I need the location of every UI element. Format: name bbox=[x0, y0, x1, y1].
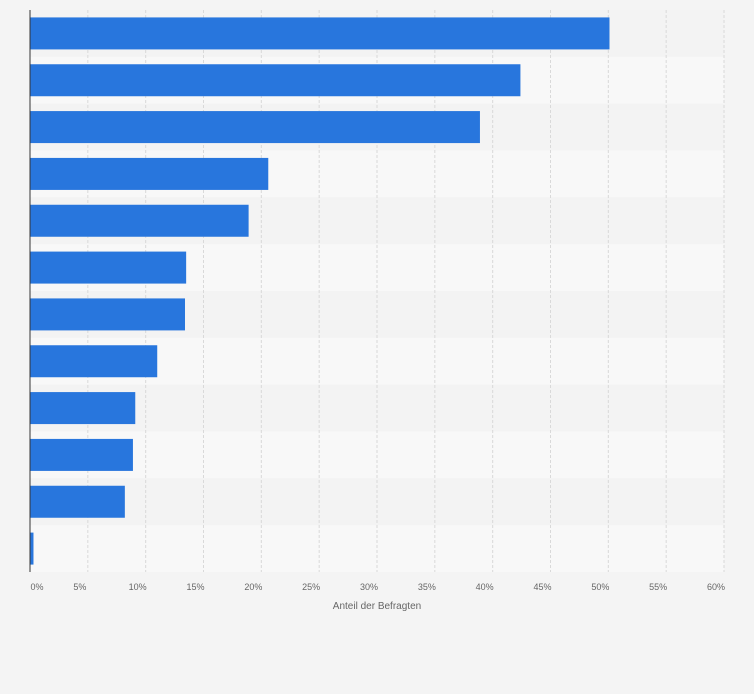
x-tick-label: 45% bbox=[533, 582, 551, 592]
x-tick-label: 25% bbox=[302, 582, 320, 592]
bar[interactable] bbox=[30, 345, 158, 378]
bar[interactable] bbox=[30, 64, 521, 97]
x-tick-label: 40% bbox=[476, 582, 494, 592]
x-tick-label: 5% bbox=[73, 582, 86, 592]
x-tick-label: 60% bbox=[707, 582, 725, 592]
bar[interactable] bbox=[30, 438, 133, 471]
x-tick-label: 10% bbox=[129, 582, 147, 592]
bar[interactable] bbox=[30, 157, 269, 190]
x-tick-label: 0% bbox=[30, 582, 43, 592]
bar[interactable] bbox=[30, 251, 187, 284]
x-tick-labels: 0% 5% 10% 15% 20% 25% 30% 35% 40% 45% 50% 55% 60% bbox=[30, 582, 725, 592]
bars bbox=[30, 17, 610, 565]
x-tick-label: 15% bbox=[186, 582, 204, 592]
x-tick-label: 30% bbox=[360, 582, 378, 592]
x-tick-label: 50% bbox=[591, 582, 609, 592]
bar[interactable] bbox=[30, 204, 249, 237]
bar[interactable] bbox=[30, 392, 136, 425]
x-tick-label: 20% bbox=[244, 582, 262, 592]
bar[interactable] bbox=[30, 298, 185, 331]
x-tick-label: 55% bbox=[649, 582, 667, 592]
bar[interactable] bbox=[30, 485, 125, 518]
x-tick-label: 35% bbox=[418, 582, 436, 592]
bar[interactable] bbox=[30, 532, 34, 565]
bar[interactable] bbox=[30, 17, 610, 50]
gridlines bbox=[87, 10, 725, 572]
x-axis-label: Anteil der Befragten bbox=[333, 601, 421, 612]
bar[interactable] bbox=[30, 111, 480, 144]
